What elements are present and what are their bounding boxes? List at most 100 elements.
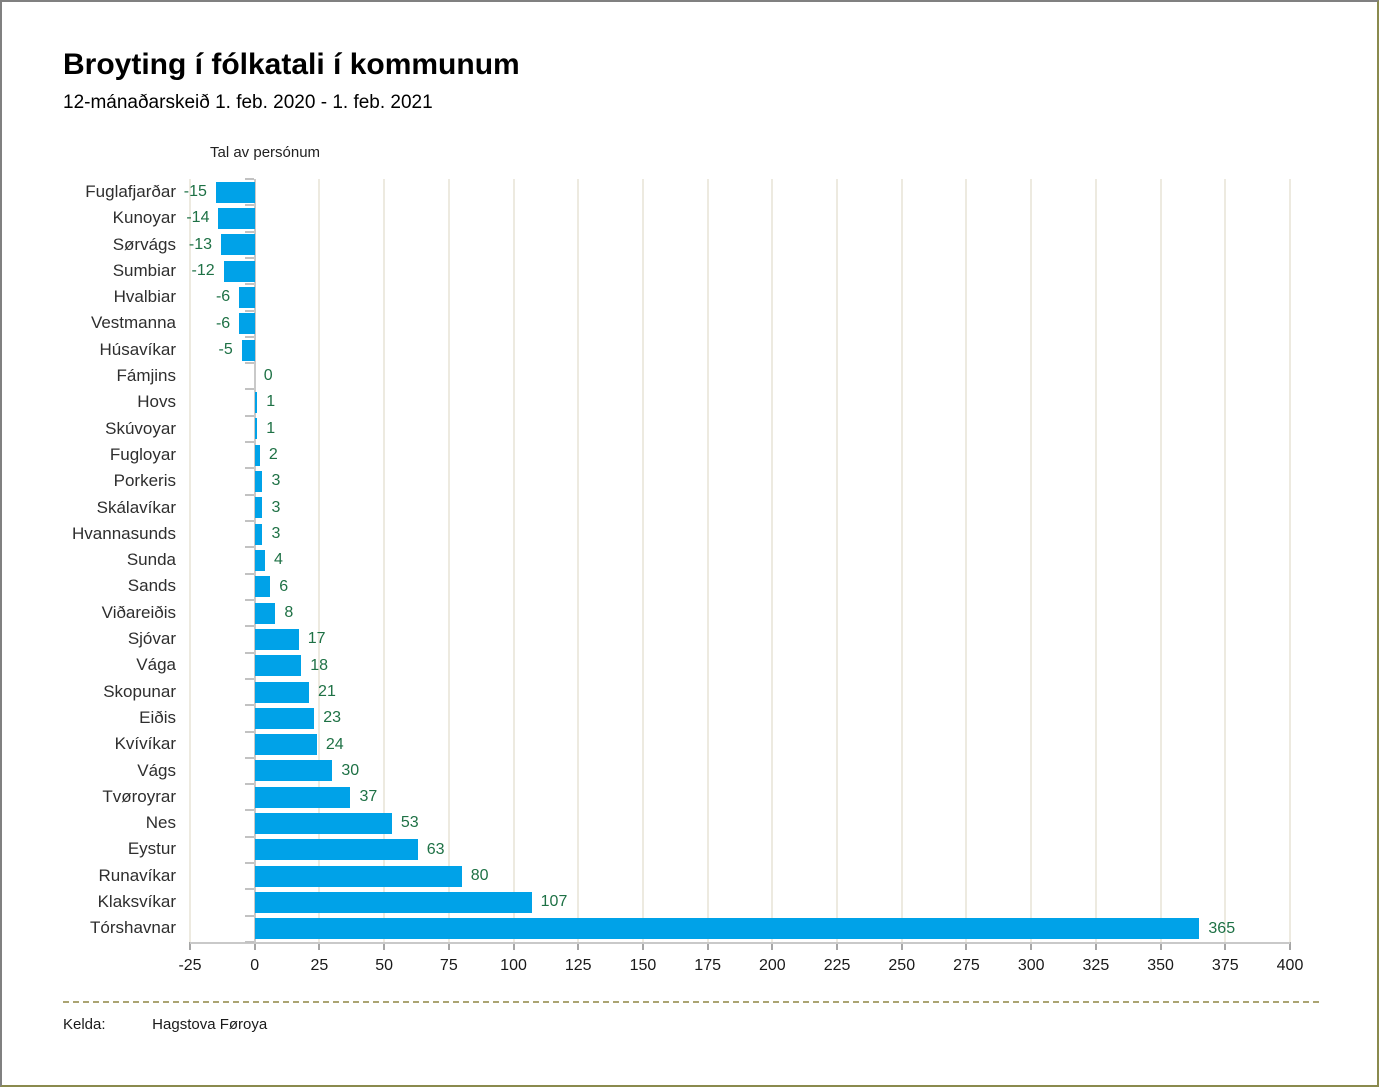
category-axis-labels: Fuglafjarðar Kunoyar Sørvágs Sumbiar Hvalbia…	[2, 179, 176, 942]
category-label: Sjóvar	[127, 629, 176, 649]
category-axis-tick	[244, 704, 254, 707]
category-label: Vágs	[137, 760, 176, 780]
value-label: 8	[284, 603, 294, 621]
value-label: -5	[218, 340, 233, 358]
value-label: 21	[318, 682, 336, 700]
category-label: Húsavíkar	[99, 339, 176, 359]
value-label: -13	[188, 235, 213, 253]
category-label: Viðareiðis	[101, 602, 176, 622]
category-axis-tick	[244, 783, 254, 786]
category-label: Eystur	[127, 839, 176, 859]
value-label: 1	[266, 419, 276, 437]
bar	[254, 760, 333, 782]
source-footer: Kelda: Hagstova Føroya	[63, 1016, 267, 1033]
x-tick-label: 100	[500, 957, 527, 974]
category-axis-tick	[244, 888, 254, 891]
bar	[254, 918, 1200, 940]
chart-title: Broyting í fólkatali í kommunum	[63, 48, 520, 81]
value-label: 365	[1208, 919, 1236, 937]
category-axis-tick	[244, 730, 254, 733]
source-value: Hagstova Føroya	[152, 1016, 268, 1033]
category-label: Hovs	[137, 392, 176, 412]
bar	[254, 602, 276, 624]
category-label: Eiðis	[139, 707, 176, 727]
category-label: Skúvoyar	[105, 418, 176, 438]
bar	[254, 839, 418, 861]
x-tick-label: 150	[629, 957, 657, 974]
x-axis-tick	[1030, 942, 1033, 950]
category-label: Kvívíkar	[114, 734, 176, 754]
gridline	[836, 179, 839, 942]
bar	[221, 234, 255, 256]
value-label: 30	[341, 761, 360, 779]
gridline	[1159, 179, 1162, 942]
category-label: Skopunar	[103, 681, 176, 701]
x-axis-tick	[1159, 942, 1162, 950]
x-axis-tick	[771, 942, 774, 950]
category-label: Sumbiar	[112, 260, 176, 280]
category-axis-tick	[244, 572, 254, 575]
value-label: 4	[274, 551, 283, 569]
x-tick-label: 225	[823, 957, 851, 974]
value-label: 63	[426, 840, 445, 858]
bar	[239, 313, 255, 335]
category-axis-tick	[244, 335, 254, 338]
category-axis-tick	[244, 625, 254, 628]
plot-area: -25 0 25 50 75 100 125 150 175 200 225 250 275 300 325…	[178, 178, 1303, 974]
bar	[254, 786, 351, 808]
bar	[254, 392, 258, 414]
x-tick-label: 400	[1276, 957, 1304, 974]
category-axis-tick	[244, 309, 254, 312]
gridline	[318, 179, 321, 942]
x-axis-tick	[318, 942, 321, 950]
source-label: Kelda:	[63, 1016, 106, 1033]
category-axis-tick	[244, 283, 254, 286]
gridline	[383, 179, 386, 942]
category-axis-tick	[244, 914, 254, 917]
category-axis-tick	[244, 677, 254, 680]
category-axis-tick	[244, 862, 254, 865]
category-label: Nes	[145, 813, 176, 833]
bar	[254, 471, 263, 493]
x-axis-tick	[706, 942, 709, 950]
bar	[223, 260, 255, 282]
value-label: 37	[359, 788, 378, 806]
category-axis-tick	[244, 756, 254, 759]
x-axis-title: Tal av persónum	[210, 144, 321, 161]
x-axis-tick	[965, 942, 968, 950]
chart-subtitle: 12-mánaðarskeið 1. feb. 2020 - 1. feb. 2…	[63, 92, 433, 113]
bar	[254, 523, 263, 545]
value-label: 107	[540, 893, 568, 911]
category-axis-tick	[244, 204, 254, 207]
category-label: Sands	[127, 576, 176, 596]
category-axis-tick	[244, 941, 254, 943]
category-label: Sunda	[126, 550, 176, 570]
x-axis-tick	[253, 942, 256, 950]
category-label: Runavíkar	[98, 865, 176, 885]
value-label: -6	[215, 314, 231, 332]
bar	[254, 681, 310, 703]
category-axis-tick	[244, 835, 254, 838]
category-axis-tick	[244, 546, 254, 549]
x-axis-tick	[512, 942, 515, 950]
category-label: Vestmanna	[90, 313, 176, 333]
value-label: 6	[279, 577, 289, 595]
gridline	[1030, 179, 1033, 942]
category-label: Vága	[136, 655, 176, 675]
bar	[239, 286, 255, 308]
category-axis-tick	[244, 493, 254, 496]
x-tick-label: 125	[564, 957, 592, 974]
bar	[254, 628, 299, 650]
x-tick-label: -25	[178, 957, 202, 974]
gridline	[965, 179, 968, 942]
value-label: 3	[271, 498, 281, 516]
x-tick-label: 75	[439, 957, 458, 974]
value-label: 24	[325, 735, 344, 753]
x-axis-tick	[836, 942, 839, 950]
category-axis-tick	[244, 414, 254, 417]
value-label: 3	[271, 472, 281, 490]
category-label: Skálavíkar	[96, 497, 176, 517]
bar	[254, 865, 462, 887]
category-label: Fugloyar	[109, 444, 176, 464]
bar	[254, 655, 302, 677]
